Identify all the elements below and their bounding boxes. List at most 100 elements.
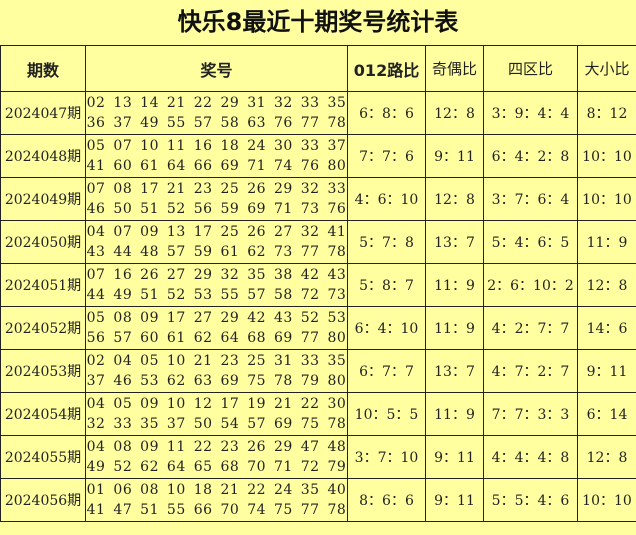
zones-cell: 5：4：6：5 — [483, 220, 578, 264]
zones-cell: 7：7：3：3 — [483, 392, 578, 436]
big-small-cell: 12：8 — [577, 435, 636, 479]
numbers-cell: 02 04 05 10 21 23 25 31 33 35 37 46 53 62… — [85, 349, 348, 393]
numbers-line-1: 04 05 09 10 12 17 19 21 22 30 — [86, 396, 347, 412]
zones-cell: 6：4：2：8 — [483, 134, 578, 178]
odd-even-cell: 13：7 — [425, 349, 484, 393]
table-row: 2024051期 07 16 26 27 29 32 35 38 42 43 44… — [0, 263, 636, 307]
numbers-line-2: 56 57 60 61 62 64 68 69 77 80 — [86, 330, 347, 346]
numbers-line-1: 05 07 10 11 16 18 24 30 33 37 — [86, 138, 347, 154]
odd-even-cell: 13：7 — [425, 220, 484, 264]
zones-cell: 4：7：2：7 — [483, 349, 578, 393]
numbers-cell: 02 13 14 21 22 29 31 32 33 35 36 37 49 55… — [85, 91, 348, 135]
period-cell: 2024047期 — [0, 91, 86, 135]
numbers-cell: 07 16 26 27 29 32 35 38 42 43 44 49 51 52… — [85, 263, 348, 307]
big-small-cell: 8：12 — [577, 91, 636, 135]
big-small-cell: 10：10 — [577, 478, 636, 522]
ratio-012-cell: 3：7：10 — [347, 435, 426, 479]
zones-cell: 4：4：4：8 — [483, 435, 578, 479]
zones-cell: 2：6：10：2 — [483, 263, 578, 307]
numbers-line-1: 02 04 05 10 21 23 25 31 33 35 — [86, 353, 347, 369]
period-cell: 2024055期 — [0, 435, 86, 479]
big-small-cell: 11：9 — [577, 220, 636, 264]
header-big-small: 大小比 — [577, 45, 636, 92]
period-cell: 2024051期 — [0, 263, 86, 307]
numbers-cell: 04 07 09 13 17 25 26 27 32 41 43 44 48 57… — [85, 220, 348, 264]
ratio-012-cell: 5：7：8 — [347, 220, 426, 264]
table-row: 2024054期 04 05 09 10 12 17 19 21 22 30 32… — [0, 392, 636, 436]
odd-even-cell: 9：11 — [425, 478, 484, 522]
period-cell: 2024053期 — [0, 349, 86, 393]
ratio-012-cell: 6：8：6 — [347, 91, 426, 135]
numbers-line-1: 04 08 09 11 22 23 26 29 47 48 — [86, 439, 347, 455]
big-small-cell: 14：6 — [577, 306, 636, 350]
period-cell: 2024050期 — [0, 220, 86, 264]
ratio-012-cell: 6：4：10 — [347, 306, 426, 350]
ratio-012-cell: 4：6：10 — [347, 177, 426, 221]
header-numbers: 奖号 — [85, 45, 348, 92]
numbers-line-1: 05 08 09 17 27 29 42 43 52 53 — [86, 310, 347, 326]
numbers-line-2: 49 52 62 64 65 68 70 71 72 79 — [86, 459, 347, 475]
odd-even-cell: 9：11 — [425, 134, 484, 178]
period-cell: 2024052期 — [0, 306, 86, 350]
ratio-012-cell: 5：8：7 — [347, 263, 426, 307]
ratio-012-cell: 8：6：6 — [347, 478, 426, 522]
numbers-line-1: 07 16 26 27 29 32 35 38 42 43 — [86, 267, 347, 283]
period-cell: 2024056期 — [0, 478, 86, 522]
header-zones: 四区比 — [483, 45, 578, 92]
numbers-cell: 07 08 17 21 23 25 26 29 32 33 46 50 51 52… — [85, 177, 348, 221]
big-small-cell: 12：8 — [577, 263, 636, 307]
numbers-cell: 05 07 10 11 16 18 24 30 33 37 41 60 61 64… — [85, 134, 348, 178]
odd-even-cell: 9：11 — [425, 435, 484, 479]
numbers-cell: 05 08 09 17 27 29 42 43 52 53 56 57 60 61… — [85, 306, 348, 350]
table-row: 2024049期 07 08 17 21 23 25 26 29 32 33 46… — [0, 177, 636, 221]
odd-even-cell: 11：9 — [425, 263, 484, 307]
header-odd-even: 奇偶比 — [425, 45, 484, 92]
numbers-line-2: 41 47 51 55 66 70 74 75 77 78 — [86, 502, 347, 518]
numbers-line-1: 02 13 14 21 22 29 31 32 33 35 — [86, 95, 347, 111]
period-cell: 2024054期 — [0, 392, 86, 436]
numbers-cell: 01 06 08 10 18 21 22 24 35 40 41 47 51 55… — [85, 478, 348, 522]
zones-cell: 3：9：4：4 — [483, 91, 578, 135]
numbers-line-2: 41 60 61 64 66 69 71 74 76 80 — [86, 158, 347, 174]
table-row: 2024056期 01 06 08 10 18 21 22 24 35 40 41… — [0, 478, 636, 522]
table-row: 2024048期 05 07 10 11 16 18 24 30 33 37 41… — [0, 134, 636, 178]
odd-even-cell: 12：8 — [425, 177, 484, 221]
table-row: 2024052期 05 08 09 17 27 29 42 43 52 53 56… — [0, 306, 636, 350]
numbers-line-1: 07 08 17 21 23 25 26 29 32 33 — [86, 181, 347, 197]
numbers-line-2: 44 49 51 52 53 55 57 58 72 73 — [86, 287, 347, 303]
numbers-line-2: 36 37 49 55 57 58 63 76 77 78 — [86, 115, 347, 131]
ratio-012-cell: 7：7：6 — [347, 134, 426, 178]
period-cell: 2024049期 — [0, 177, 86, 221]
header-row: 期数 奖号 012路比 奇偶比 四区比 大小比 — [0, 45, 636, 92]
header-012: 012路比 — [347, 45, 426, 92]
ratio-012-cell: 10：5：5 — [347, 392, 426, 436]
big-small-cell: 6：14 — [577, 392, 636, 436]
stats-table: 期数 奖号 012路比 奇偶比 四区比 大小比 2024047期 02 13 1… — [0, 45, 636, 522]
big-small-cell: 10：10 — [577, 177, 636, 221]
table-row: 2024053期 02 04 05 10 21 23 25 31 33 35 37… — [0, 349, 636, 393]
odd-even-cell: 11：9 — [425, 306, 484, 350]
table-row: 2024055期 04 08 09 11 22 23 26 29 47 48 49… — [0, 435, 636, 479]
numbers-line-2: 37 46 53 62 63 69 75 78 79 80 — [86, 373, 347, 389]
numbers-line-1: 04 07 09 13 17 25 26 27 32 41 — [86, 224, 347, 240]
table-row: 2024047期 02 13 14 21 22 29 31 32 33 35 36… — [0, 91, 636, 135]
zones-cell: 3：7：6：4 — [483, 177, 578, 221]
numbers-line-2: 46 50 51 52 56 59 69 71 73 76 — [86, 201, 347, 217]
odd-even-cell: 11：9 — [425, 392, 484, 436]
ratio-012-cell: 6：7：7 — [347, 349, 426, 393]
table-title: 快乐8最近十期奖号统计表 — [177, 8, 459, 36]
header-period: 期数 — [0, 45, 86, 92]
big-small-cell: 9：11 — [577, 349, 636, 393]
big-small-cell: 10：10 — [577, 134, 636, 178]
numbers-cell: 04 05 09 10 12 17 19 21 22 30 32 33 35 37… — [85, 392, 348, 436]
table-row: 2024050期 04 07 09 13 17 25 26 27 32 41 43… — [0, 220, 636, 264]
odd-even-cell: 12：8 — [425, 91, 484, 135]
numbers-cell: 04 08 09 11 22 23 26 29 47 48 49 52 62 64… — [85, 435, 348, 479]
numbers-line-2: 32 33 35 37 50 54 57 69 75 78 — [86, 416, 347, 432]
numbers-line-2: 43 44 48 57 59 61 62 73 77 78 — [86, 244, 347, 260]
zones-cell: 5：5：4：6 — [483, 478, 578, 522]
numbers-line-1: 01 06 08 10 18 21 22 24 35 40 — [86, 482, 347, 498]
period-cell: 2024048期 — [0, 134, 86, 178]
zones-cell: 4：2：7：7 — [483, 306, 578, 350]
